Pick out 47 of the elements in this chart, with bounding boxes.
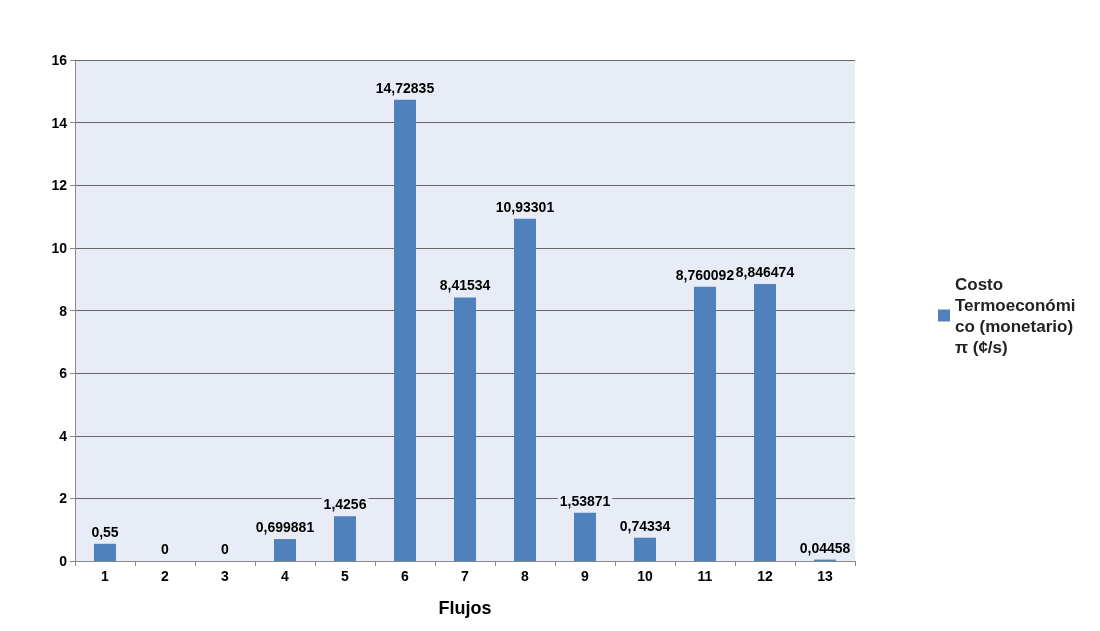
y-tick-label: 2 — [59, 490, 68, 507]
data-label: 0,699881 — [255, 519, 315, 536]
bar — [334, 516, 356, 561]
y-tick-label: 16 — [51, 52, 68, 68]
bar — [574, 512, 596, 561]
bar — [634, 537, 656, 561]
data-label: 0,55 — [91, 523, 119, 540]
y-tick-label: 14 — [51, 114, 68, 131]
x-tick-label: 7 — [461, 568, 470, 584]
y-tick-label: 10 — [51, 239, 68, 256]
bar — [274, 539, 296, 561]
y-tick-label: 0 — [59, 553, 68, 569]
x-axis-title: Flujos — [438, 598, 492, 618]
bar — [94, 543, 116, 561]
data-label: 8,41534 — [439, 277, 491, 294]
y-tick-label: 12 — [51, 177, 68, 194]
data-label: 1,4256 — [323, 496, 367, 513]
x-tick-label: 10 — [637, 568, 653, 584]
x-tick-label: 1 — [101, 568, 110, 584]
x-tick-label: 6 — [401, 568, 410, 584]
data-label: 8,846474 — [735, 263, 795, 280]
x-tick-label: 13 — [817, 568, 833, 584]
x-tick-label: 12 — [757, 568, 773, 584]
bar — [394, 99, 416, 561]
bar — [754, 283, 776, 561]
data-label: 10,93301 — [495, 198, 555, 215]
x-tick-label: 3 — [221, 568, 230, 584]
data-label: 0 — [161, 541, 170, 557]
bar — [454, 297, 476, 561]
x-tick-label: 5 — [341, 568, 350, 584]
x-tick-label: 8 — [521, 568, 530, 584]
x-tick-label: 2 — [161, 568, 170, 584]
data-label: 0 — [221, 541, 230, 557]
data-label: 1,53871 — [559, 492, 611, 509]
y-tick-label: 6 — [59, 365, 68, 382]
data-label: 8,760092 — [675, 266, 735, 283]
data-label: 0,04458 — [799, 539, 851, 556]
x-tick-label: 4 — [281, 568, 290, 584]
bar — [694, 286, 716, 561]
legend-label: Costo Termoeconómico (monetario) π (¢/s) — [955, 274, 1078, 357]
y-tick-label: 8 — [59, 302, 68, 319]
data-label: 14,72835 — [375, 79, 435, 96]
x-tick-label: 9 — [581, 568, 590, 584]
x-tick-label: 11 — [697, 568, 713, 584]
bar — [514, 218, 536, 561]
y-tick-label: 4 — [59, 427, 68, 444]
data-label: 0,74334 — [619, 517, 671, 534]
